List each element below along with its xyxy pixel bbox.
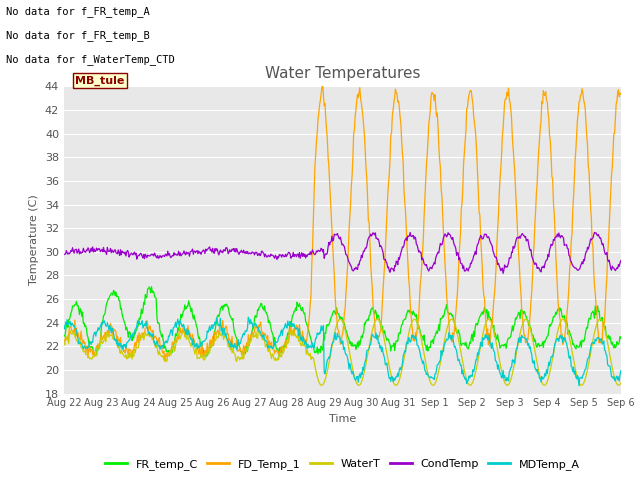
WaterT [596, 316, 604, 322]
WaterT [614, 383, 622, 388]
CondTemp [617, 258, 625, 264]
FD_Temp_1 [60, 339, 68, 345]
FR_temp_C [127, 336, 135, 341]
CondTemp [214, 246, 221, 252]
FD_Temp_1 [319, 79, 326, 85]
Line: WaterT: WaterT [64, 319, 621, 385]
MDTemp_A [575, 383, 583, 389]
FR_temp_C [60, 333, 68, 339]
Line: FR_temp_C: FR_temp_C [64, 287, 621, 358]
FR_temp_C [202, 355, 209, 360]
CondTemp [499, 271, 507, 276]
FR_temp_C [428, 339, 436, 345]
WaterT [617, 380, 625, 386]
FR_temp_C [148, 284, 156, 289]
MDTemp_A [184, 332, 192, 337]
FD_Temp_1 [185, 332, 193, 337]
FR_temp_C [70, 303, 78, 309]
FD_Temp_1 [428, 90, 436, 96]
FD_Temp_1 [617, 91, 625, 97]
FD_Temp_1 [412, 330, 419, 336]
X-axis label: Time: Time [329, 414, 356, 424]
Y-axis label: Temperature (C): Temperature (C) [29, 194, 39, 286]
WaterT [426, 379, 434, 385]
Line: MDTemp_A: MDTemp_A [64, 317, 621, 386]
Text: No data for f_FR_temp_A: No data for f_FR_temp_A [6, 6, 150, 17]
FR_temp_C [412, 314, 419, 320]
Line: FD_Temp_1: FD_Temp_1 [64, 82, 621, 361]
CondTemp [127, 250, 135, 256]
WaterT [410, 316, 418, 322]
FD_Temp_1 [214, 328, 222, 334]
FD_Temp_1 [70, 330, 78, 336]
MDTemp_A [70, 323, 78, 328]
FR_temp_C [617, 336, 625, 341]
FD_Temp_1 [161, 358, 168, 364]
MDTemp_A [214, 318, 221, 324]
WaterT [70, 331, 78, 336]
CondTemp [184, 250, 192, 255]
MDTemp_A [617, 368, 625, 373]
WaterT [214, 335, 221, 340]
CondTemp [591, 229, 598, 235]
FR_temp_C [185, 298, 193, 304]
MDTemp_A [127, 334, 135, 340]
Text: No data for f_WaterTemp_CTD: No data for f_WaterTemp_CTD [6, 54, 175, 65]
MDTemp_A [411, 336, 419, 341]
Text: MB_tule: MB_tule [75, 75, 125, 85]
CondTemp [426, 264, 434, 270]
WaterT [60, 341, 68, 347]
MDTemp_A [244, 314, 252, 320]
CondTemp [70, 250, 78, 256]
MDTemp_A [428, 374, 435, 380]
FD_Temp_1 [127, 348, 135, 354]
MDTemp_A [60, 324, 68, 329]
Title: Water Temperatures: Water Temperatures [265, 66, 420, 81]
WaterT [184, 334, 192, 339]
Line: CondTemp: CondTemp [64, 232, 621, 274]
CondTemp [60, 252, 68, 257]
Legend: FR_temp_C, FD_Temp_1, WaterT, CondTemp, MDTemp_A: FR_temp_C, FD_Temp_1, WaterT, CondTemp, … [100, 454, 584, 474]
CondTemp [410, 236, 418, 242]
WaterT [127, 350, 135, 356]
FR_temp_C [215, 313, 223, 319]
Text: No data for f_FR_temp_B: No data for f_FR_temp_B [6, 30, 150, 41]
